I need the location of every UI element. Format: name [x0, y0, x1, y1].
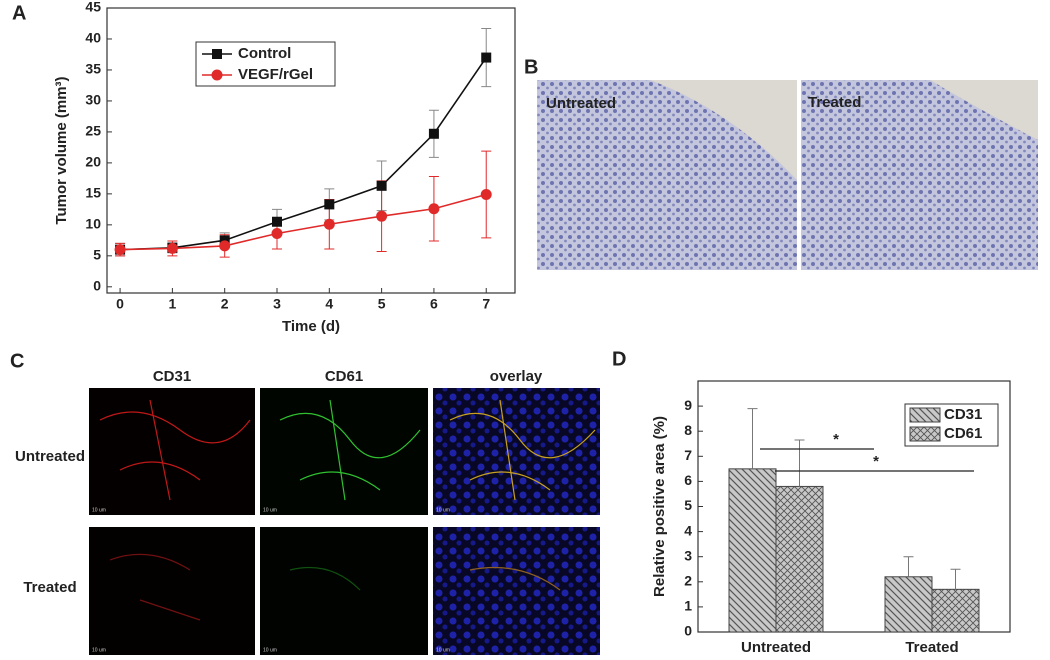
tissue-region	[650, 80, 797, 180]
marker	[480, 188, 492, 200]
legend-swatch	[909, 426, 941, 442]
micrograph	[433, 388, 600, 515]
annotation: *	[873, 453, 879, 470]
marker	[428, 128, 439, 139]
y-tick-label: 15	[85, 185, 101, 201]
x-tick-label: 4	[325, 296, 333, 312]
micrograph	[260, 527, 428, 655]
row-label: Treated	[23, 579, 76, 596]
marker	[428, 203, 440, 215]
legend-label: Control	[238, 45, 291, 62]
marker	[376, 180, 387, 191]
y-tick-label: 0	[93, 278, 101, 294]
marker	[272, 216, 282, 227]
y-axis-label: Relative positive area (%)	[651, 416, 668, 597]
y-tick-label: 2	[684, 573, 692, 589]
image-label: Untreated	[546, 95, 616, 112]
y-tick-label: 9	[684, 397, 692, 413]
marker	[481, 52, 492, 63]
y-tick-label: 1	[684, 598, 692, 614]
scale-bar-label: 10 um	[263, 507, 277, 513]
micrograph	[433, 527, 600, 655]
x-axis-label: Time (d)	[282, 318, 340, 335]
y-tick-label: 0	[684, 623, 692, 639]
x-tick-label: 3	[273, 296, 281, 312]
legend-swatch	[909, 407, 941, 423]
panel-label: B	[524, 56, 538, 78]
x-tick-label: 0	[116, 296, 124, 312]
error-bar	[747, 408, 758, 469]
series-line	[120, 57, 487, 251]
scale-bar-label: 10 um	[92, 507, 106, 513]
y-tick-label: 40	[85, 30, 101, 46]
x-tick-label: 2	[221, 296, 229, 312]
y-tick-label: 5	[93, 247, 101, 263]
bar	[884, 576, 933, 633]
marker	[219, 240, 231, 252]
x-tick-label: 6	[430, 296, 438, 312]
scale-bar-label: 10 um	[263, 647, 277, 653]
legend-label: VEGF/rGel	[238, 66, 313, 83]
annotation: *	[833, 431, 839, 448]
y-tick-label: 20	[85, 154, 101, 170]
series-line	[120, 193, 487, 251]
marker	[219, 235, 230, 246]
marker	[324, 199, 335, 210]
y-tick-label: 3	[684, 547, 692, 563]
y-tick-label: 30	[85, 92, 101, 108]
marker	[166, 242, 178, 254]
legend-label: CD31	[944, 406, 982, 423]
y-tick-label: 8	[684, 422, 692, 438]
bar	[775, 485, 824, 633]
y-tick-label: 10	[85, 216, 101, 232]
y-axis-label: Tumor volume (mm³)	[53, 76, 70, 224]
legend-label: CD61	[944, 425, 982, 442]
micrograph	[89, 388, 255, 515]
marker	[323, 218, 335, 230]
image-label: Treated	[808, 94, 861, 111]
legend-marker	[212, 49, 222, 59]
legend-marker	[211, 69, 223, 81]
y-tick-label: 7	[684, 447, 692, 463]
y-tick-label: 4	[684, 522, 692, 538]
tissue-region	[930, 80, 1038, 140]
error-bar	[794, 439, 805, 487]
panel-label: D	[612, 348, 626, 370]
marker	[271, 228, 283, 240]
plot-frame	[106, 7, 516, 294]
micrograph	[89, 527, 255, 655]
scale-bar-label: 10 um	[436, 507, 450, 513]
row-label: Untreated	[15, 448, 85, 465]
x-tick-label: 5	[378, 296, 386, 312]
marker	[376, 210, 388, 222]
scale-bar-label: 10 um	[92, 647, 106, 653]
panel-label: A	[12, 2, 26, 24]
y-tick-label: 35	[85, 61, 101, 77]
marker	[114, 244, 126, 256]
bar	[931, 588, 980, 633]
column-label: overlay	[490, 368, 543, 385]
x-tick-label: Untreated	[741, 639, 811, 656]
panel-label: C	[10, 350, 24, 372]
column-label: CD61	[325, 368, 363, 385]
column-label: CD31	[153, 368, 191, 385]
bar	[728, 468, 777, 633]
error-bar	[903, 556, 914, 577]
x-tick-label: Treated	[905, 639, 958, 656]
x-tick-label: 7	[482, 296, 490, 312]
x-tick-label: 1	[168, 296, 176, 312]
y-tick-label: 25	[85, 123, 101, 139]
scale-bar-label: 10 um	[436, 647, 450, 653]
y-tick-label: 5	[684, 497, 692, 513]
y-tick-label: 6	[684, 472, 692, 488]
y-tick-label: 45	[85, 0, 101, 15]
vessel-traces	[99, 399, 596, 621]
error-bar	[950, 568, 961, 590]
